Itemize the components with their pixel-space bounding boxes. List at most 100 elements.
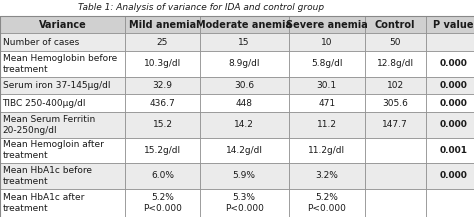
Text: 5.9%: 5.9%: [233, 171, 255, 180]
Bar: [365, 94, 426, 112]
Bar: [289, 138, 365, 163]
Bar: [200, 51, 289, 77]
Bar: [0, 16, 125, 33]
Text: 14.2g/dl: 14.2g/dl: [226, 146, 263, 155]
Text: Mean Serum Ferritin
20-250ng/dl: Mean Serum Ferritin 20-250ng/dl: [2, 115, 95, 135]
Bar: [365, 77, 426, 94]
Bar: [426, 189, 474, 217]
Text: Severe anemia: Severe anemia: [286, 20, 367, 30]
Bar: [289, 112, 365, 138]
Text: 5.2%
P<0.000: 5.2% P<0.000: [307, 193, 346, 213]
Bar: [200, 33, 289, 51]
Bar: [365, 189, 426, 217]
Bar: [426, 51, 474, 77]
Text: 0.000: 0.000: [439, 120, 467, 129]
Bar: [0, 138, 125, 163]
Bar: [125, 163, 200, 189]
Bar: [426, 16, 474, 33]
Text: 0.000: 0.000: [439, 81, 467, 90]
Bar: [0, 189, 125, 217]
Text: Number of cases: Number of cases: [2, 38, 79, 47]
Bar: [0, 112, 125, 138]
Text: 5.8g/dl: 5.8g/dl: [311, 59, 342, 68]
Text: 5.3%
P<0.000: 5.3% P<0.000: [225, 193, 264, 213]
Text: 15.2: 15.2: [153, 120, 173, 129]
Bar: [426, 33, 474, 51]
Bar: [125, 94, 200, 112]
Bar: [426, 77, 474, 94]
Text: 11.2g/dl: 11.2g/dl: [308, 146, 345, 155]
Text: 10.3g/dl: 10.3g/dl: [144, 59, 181, 68]
Text: Moderate anemia: Moderate anemia: [196, 20, 292, 30]
Text: 15.2g/dl: 15.2g/dl: [144, 146, 181, 155]
Text: 11.2: 11.2: [317, 120, 337, 129]
Bar: [365, 33, 426, 51]
Text: 25: 25: [157, 38, 168, 47]
Text: Mean Hemoglobin before
treatment: Mean Hemoglobin before treatment: [2, 54, 117, 74]
Bar: [0, 33, 125, 51]
Text: 14.2: 14.2: [234, 120, 254, 129]
Text: 3.2%: 3.2%: [315, 171, 338, 180]
Bar: [200, 163, 289, 189]
Bar: [125, 112, 200, 138]
Bar: [125, 51, 200, 77]
Bar: [426, 138, 474, 163]
Bar: [289, 163, 365, 189]
Bar: [426, 94, 474, 112]
Bar: [365, 51, 426, 77]
Bar: [365, 112, 426, 138]
Bar: [200, 77, 289, 94]
Bar: [289, 189, 365, 217]
Text: 448: 448: [236, 99, 253, 108]
Text: 8.9g/dl: 8.9g/dl: [228, 59, 260, 68]
Bar: [426, 112, 474, 138]
Bar: [125, 77, 200, 94]
Text: 10: 10: [321, 38, 332, 47]
Bar: [426, 163, 474, 189]
Text: Mean HbA1c before
treatment: Mean HbA1c before treatment: [2, 166, 91, 186]
Bar: [289, 16, 365, 33]
Text: Variance: Variance: [39, 20, 86, 30]
Text: 0.000: 0.000: [439, 59, 467, 68]
Text: Mean Hemogloin after
treatment: Mean Hemogloin after treatment: [2, 140, 103, 160]
Bar: [200, 16, 289, 33]
Text: Mean HbA1c after
treatment: Mean HbA1c after treatment: [2, 193, 84, 213]
Text: 147.7: 147.7: [383, 120, 408, 129]
Bar: [0, 94, 125, 112]
Text: Mild anemia: Mild anemia: [129, 20, 196, 30]
Text: Serum iron 37-145μg/dl: Serum iron 37-145μg/dl: [2, 81, 110, 90]
Bar: [365, 163, 426, 189]
Text: 0.001: 0.001: [439, 146, 467, 155]
Text: 436.7: 436.7: [150, 99, 175, 108]
Bar: [289, 33, 365, 51]
Bar: [200, 94, 289, 112]
Text: 5.2%
P<0.000: 5.2% P<0.000: [143, 193, 182, 213]
Bar: [0, 51, 125, 77]
Text: 30.6: 30.6: [234, 81, 254, 90]
Bar: [289, 94, 365, 112]
Text: 0.000: 0.000: [439, 171, 467, 180]
Text: 471: 471: [318, 99, 335, 108]
Bar: [289, 77, 365, 94]
Text: 102: 102: [387, 81, 404, 90]
Text: TIBC 250-400μg/dl: TIBC 250-400μg/dl: [2, 99, 86, 108]
Text: 305.6: 305.6: [383, 99, 408, 108]
Bar: [200, 189, 289, 217]
Bar: [289, 51, 365, 77]
Text: 0.000: 0.000: [439, 99, 467, 108]
Text: Table 1: Analysis of variance for IDA and control group: Table 1: Analysis of variance for IDA an…: [78, 3, 324, 12]
Text: 32.9: 32.9: [153, 81, 173, 90]
Bar: [365, 16, 426, 33]
Bar: [0, 163, 125, 189]
Bar: [125, 138, 200, 163]
Text: 12.8g/dl: 12.8g/dl: [377, 59, 414, 68]
Bar: [125, 33, 200, 51]
Bar: [365, 138, 426, 163]
Bar: [125, 189, 200, 217]
Text: 30.1: 30.1: [317, 81, 337, 90]
Bar: [200, 112, 289, 138]
Bar: [200, 138, 289, 163]
Text: 50: 50: [390, 38, 401, 47]
Text: 15: 15: [238, 38, 250, 47]
Text: P value: P value: [433, 20, 474, 30]
